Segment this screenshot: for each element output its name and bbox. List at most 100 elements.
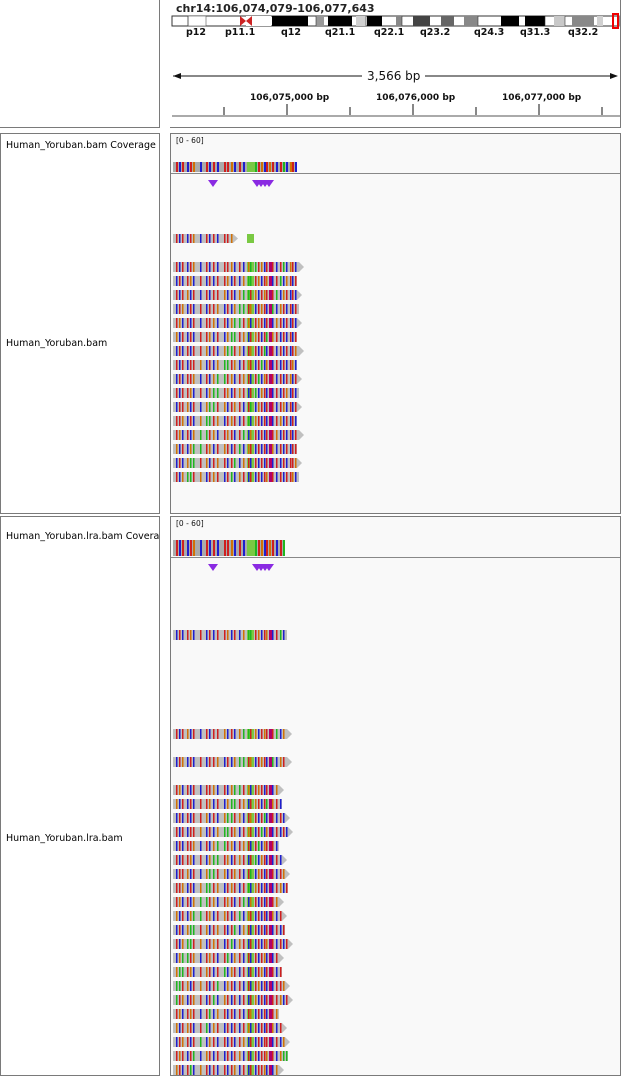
read-body: [173, 939, 288, 949]
mismatch: [258, 360, 260, 370]
mismatch: [258, 1065, 260, 1075]
mismatch: [176, 729, 178, 739]
mismatch: [292, 458, 294, 468]
mismatch: [261, 630, 263, 640]
coverage-mismatch: [206, 162, 208, 172]
mismatch: [206, 458, 208, 468]
mismatch: [176, 472, 178, 482]
bam1-alignment-track-name[interactable]: Human_Yoruban.bam: [6, 338, 108, 349]
mismatch: [276, 995, 278, 1005]
read-arrow: [288, 939, 293, 949]
mismatch: [179, 458, 181, 468]
mismatch: [176, 234, 178, 243]
mismatch: [250, 799, 252, 809]
mismatch: [234, 458, 236, 468]
mismatch: [200, 981, 202, 991]
read-arrow: [282, 855, 287, 865]
mismatch: [213, 967, 215, 977]
bam2-coverage-track-name[interactable]: Human_Yoruban.lra.bam Coverage: [6, 531, 159, 542]
mismatch: [261, 444, 263, 454]
mismatch: [206, 304, 208, 314]
mismatch: [248, 855, 250, 865]
ideogram-and-ruler[interactable]: [0, 0, 640, 130]
read-body: [173, 995, 288, 1005]
bam1-data-panel[interactable]: [0 - 60]: [170, 133, 621, 514]
mismatch: [209, 911, 211, 921]
mismatch: [261, 939, 263, 949]
mismatch: [255, 967, 257, 977]
mismatch: [276, 1037, 278, 1047]
mismatch: [182, 869, 184, 879]
mismatch: [227, 360, 229, 370]
bam2-alignment-track-name[interactable]: Human_Yoruban.lra.bam: [6, 833, 123, 844]
mismatch: [276, 911, 278, 921]
mismatch: [264, 304, 266, 314]
mismatch: [258, 388, 260, 398]
mismatch: [176, 1065, 178, 1075]
mismatch: [187, 374, 189, 384]
bam2-coverage-bar: [173, 540, 285, 556]
mismatch: [200, 939, 202, 949]
mismatch: [239, 630, 241, 640]
insertion-marker: [269, 402, 272, 412]
bam2-coverage-and-reads[interactable]: [171, 517, 621, 1076]
coverage-mismatch: [272, 540, 274, 556]
mismatch: [190, 883, 192, 893]
mismatch: [261, 827, 263, 837]
mismatch: [179, 1023, 181, 1033]
insertion-marker: [269, 1023, 272, 1033]
mismatch: [176, 939, 178, 949]
mismatch: [234, 841, 236, 851]
mismatch: [227, 346, 229, 356]
mismatch: [283, 290, 285, 300]
mismatch: [179, 444, 181, 454]
mismatch: [248, 939, 250, 949]
mismatch: [200, 318, 202, 328]
mismatch: [290, 402, 292, 412]
mismatch: [280, 799, 282, 809]
mismatch: [261, 304, 263, 314]
mismatch: [209, 1023, 211, 1033]
mismatch: [224, 1051, 226, 1061]
mismatch: [280, 346, 282, 356]
mismatch: [266, 304, 268, 314]
mismatch: [176, 785, 178, 795]
mismatch: [234, 869, 236, 879]
mismatch: [261, 925, 263, 935]
mismatch: [266, 729, 268, 739]
mismatch: [176, 827, 178, 837]
mismatch: [248, 332, 250, 342]
bam1-coverage-track-name[interactable]: Human_Yoruban.bam Coverage: [6, 140, 156, 151]
read: [173, 729, 292, 739]
mismatch: [182, 290, 184, 300]
mismatch: [266, 883, 268, 893]
bam2-data-panel[interactable]: [0 - 60]: [170, 516, 621, 1076]
read-arrow: [285, 1037, 290, 1047]
mismatch: [250, 995, 252, 1005]
mismatch: [190, 402, 192, 412]
mismatch: [295, 262, 297, 272]
mismatch: [182, 729, 184, 739]
mismatch: [276, 757, 278, 767]
mismatch: [255, 1051, 257, 1061]
mismatch: [261, 813, 263, 823]
mismatch: [283, 402, 285, 412]
mismatch: [258, 1023, 260, 1033]
mismatch: [187, 1037, 189, 1047]
bam1-coverage-and-reads[interactable]: [171, 134, 621, 514]
mismatch: [224, 332, 226, 342]
mismatch: [248, 799, 250, 809]
mismatch: [266, 346, 268, 356]
mismatch: [179, 799, 181, 809]
mismatch: [248, 360, 250, 370]
mismatch: [261, 967, 263, 977]
mismatch: [234, 360, 236, 370]
mismatch: [250, 757, 252, 767]
mismatch: [190, 925, 192, 935]
read-body: [173, 757, 287, 767]
mismatch: [182, 1065, 184, 1075]
mismatch: [193, 234, 195, 243]
mismatch: [224, 402, 226, 412]
mismatch: [190, 841, 192, 851]
mismatch: [272, 855, 274, 865]
